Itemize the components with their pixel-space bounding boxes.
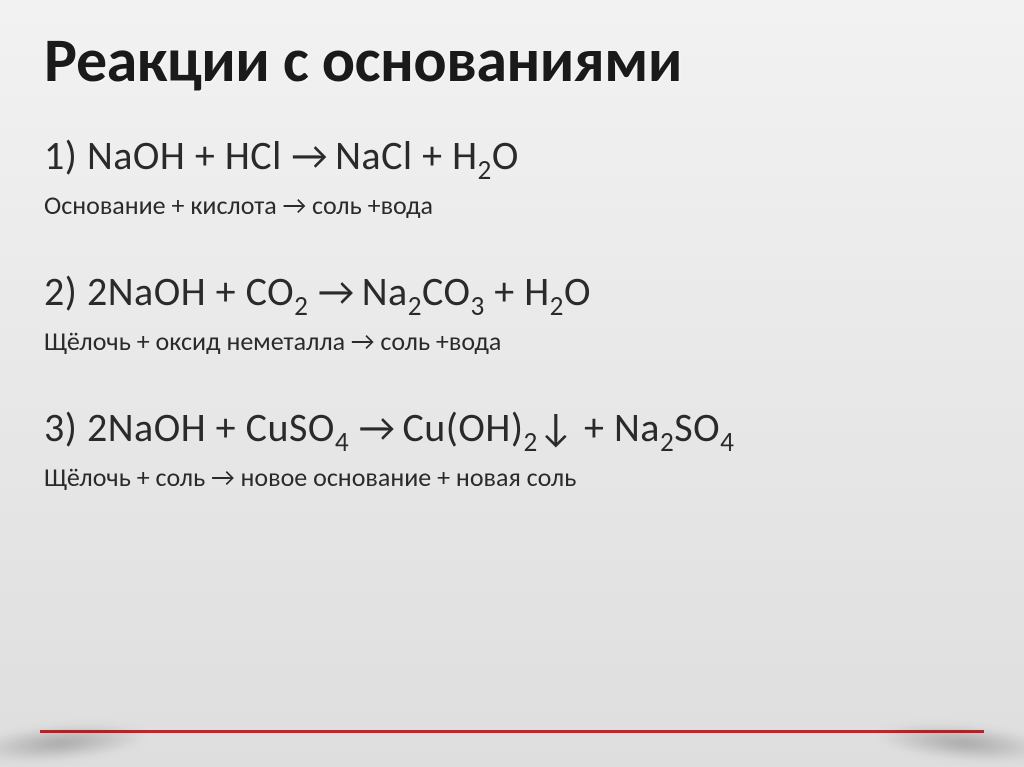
page-curl-shadow-left bbox=[0, 717, 151, 767]
eq1-num: 1) bbox=[44, 131, 77, 180]
equation-2: 2) 2NaOH + CO2 → Na2CO3 + H2O bbox=[44, 267, 980, 323]
equation-block-3: 3) 2NaOH + CuSO4 → Cu(OH)2↓ + Na2SO4 Щёл… bbox=[44, 403, 980, 495]
eq3-lhs-a: 2NaOH bbox=[87, 403, 206, 452]
eq3-arrow: → bbox=[359, 403, 393, 452]
eq1-op1: + bbox=[195, 131, 215, 180]
equation-3: 3) 2NaOH + CuSO4 → Cu(OH)2↓ + Na2SO4 bbox=[44, 403, 980, 459]
eq2-op1: + bbox=[216, 267, 236, 316]
equation-1: 1) NaOH + HCl → NaCl + H2O bbox=[44, 131, 980, 187]
accent-line bbox=[40, 730, 984, 733]
eq3-op2: + bbox=[584, 403, 604, 452]
eq2-rhs-b: H2O bbox=[524, 267, 591, 316]
eq2-op2: + bbox=[494, 267, 514, 316]
eq2-rhs-a: Na2CO3 bbox=[362, 267, 485, 316]
equation-2-description: Щёлочь + оксид неметалла → соль +вода bbox=[44, 325, 980, 359]
eq3-op1: + bbox=[216, 403, 236, 452]
eq1-arrow: → bbox=[291, 131, 325, 180]
equation-block-1: 1) NaOH + HCl → NaCl + H2O Основание + к… bbox=[44, 131, 980, 223]
eq1-op2: + bbox=[422, 131, 442, 180]
eq3-rhs-b: Na2SO4 bbox=[614, 403, 734, 452]
equation-block-2: 2) 2NaOH + CO2 → Na2CO3 + H2O Щёлочь + о… bbox=[44, 267, 980, 359]
equation-1-description: Основание + кислота → соль +вода bbox=[44, 189, 980, 223]
eq2-lhs-b: CO2 bbox=[246, 267, 309, 316]
page-curl-shadow-right bbox=[873, 717, 1024, 767]
eq1-rhs-b: H2O bbox=[452, 131, 519, 180]
eq3-rhs-a: Cu(OH)2↓ bbox=[402, 403, 574, 452]
eq1-lhs-a: NaOH bbox=[87, 131, 185, 180]
slide-title: Реакции с основаниями bbox=[44, 28, 980, 93]
eq1-rhs-a: NaCl bbox=[335, 131, 413, 180]
eq2-num: 2) bbox=[44, 267, 77, 316]
eq1-lhs-b: HCl bbox=[225, 131, 282, 180]
eq2-lhs-a: 2NaOH bbox=[87, 267, 206, 316]
eq2-arrow: → bbox=[318, 267, 352, 316]
eq3-lhs-b: CuSO4 bbox=[246, 403, 350, 452]
eq3-num: 3) bbox=[44, 403, 77, 452]
equation-3-description: Щёлочь + соль → новое основание + новая … bbox=[44, 461, 980, 495]
